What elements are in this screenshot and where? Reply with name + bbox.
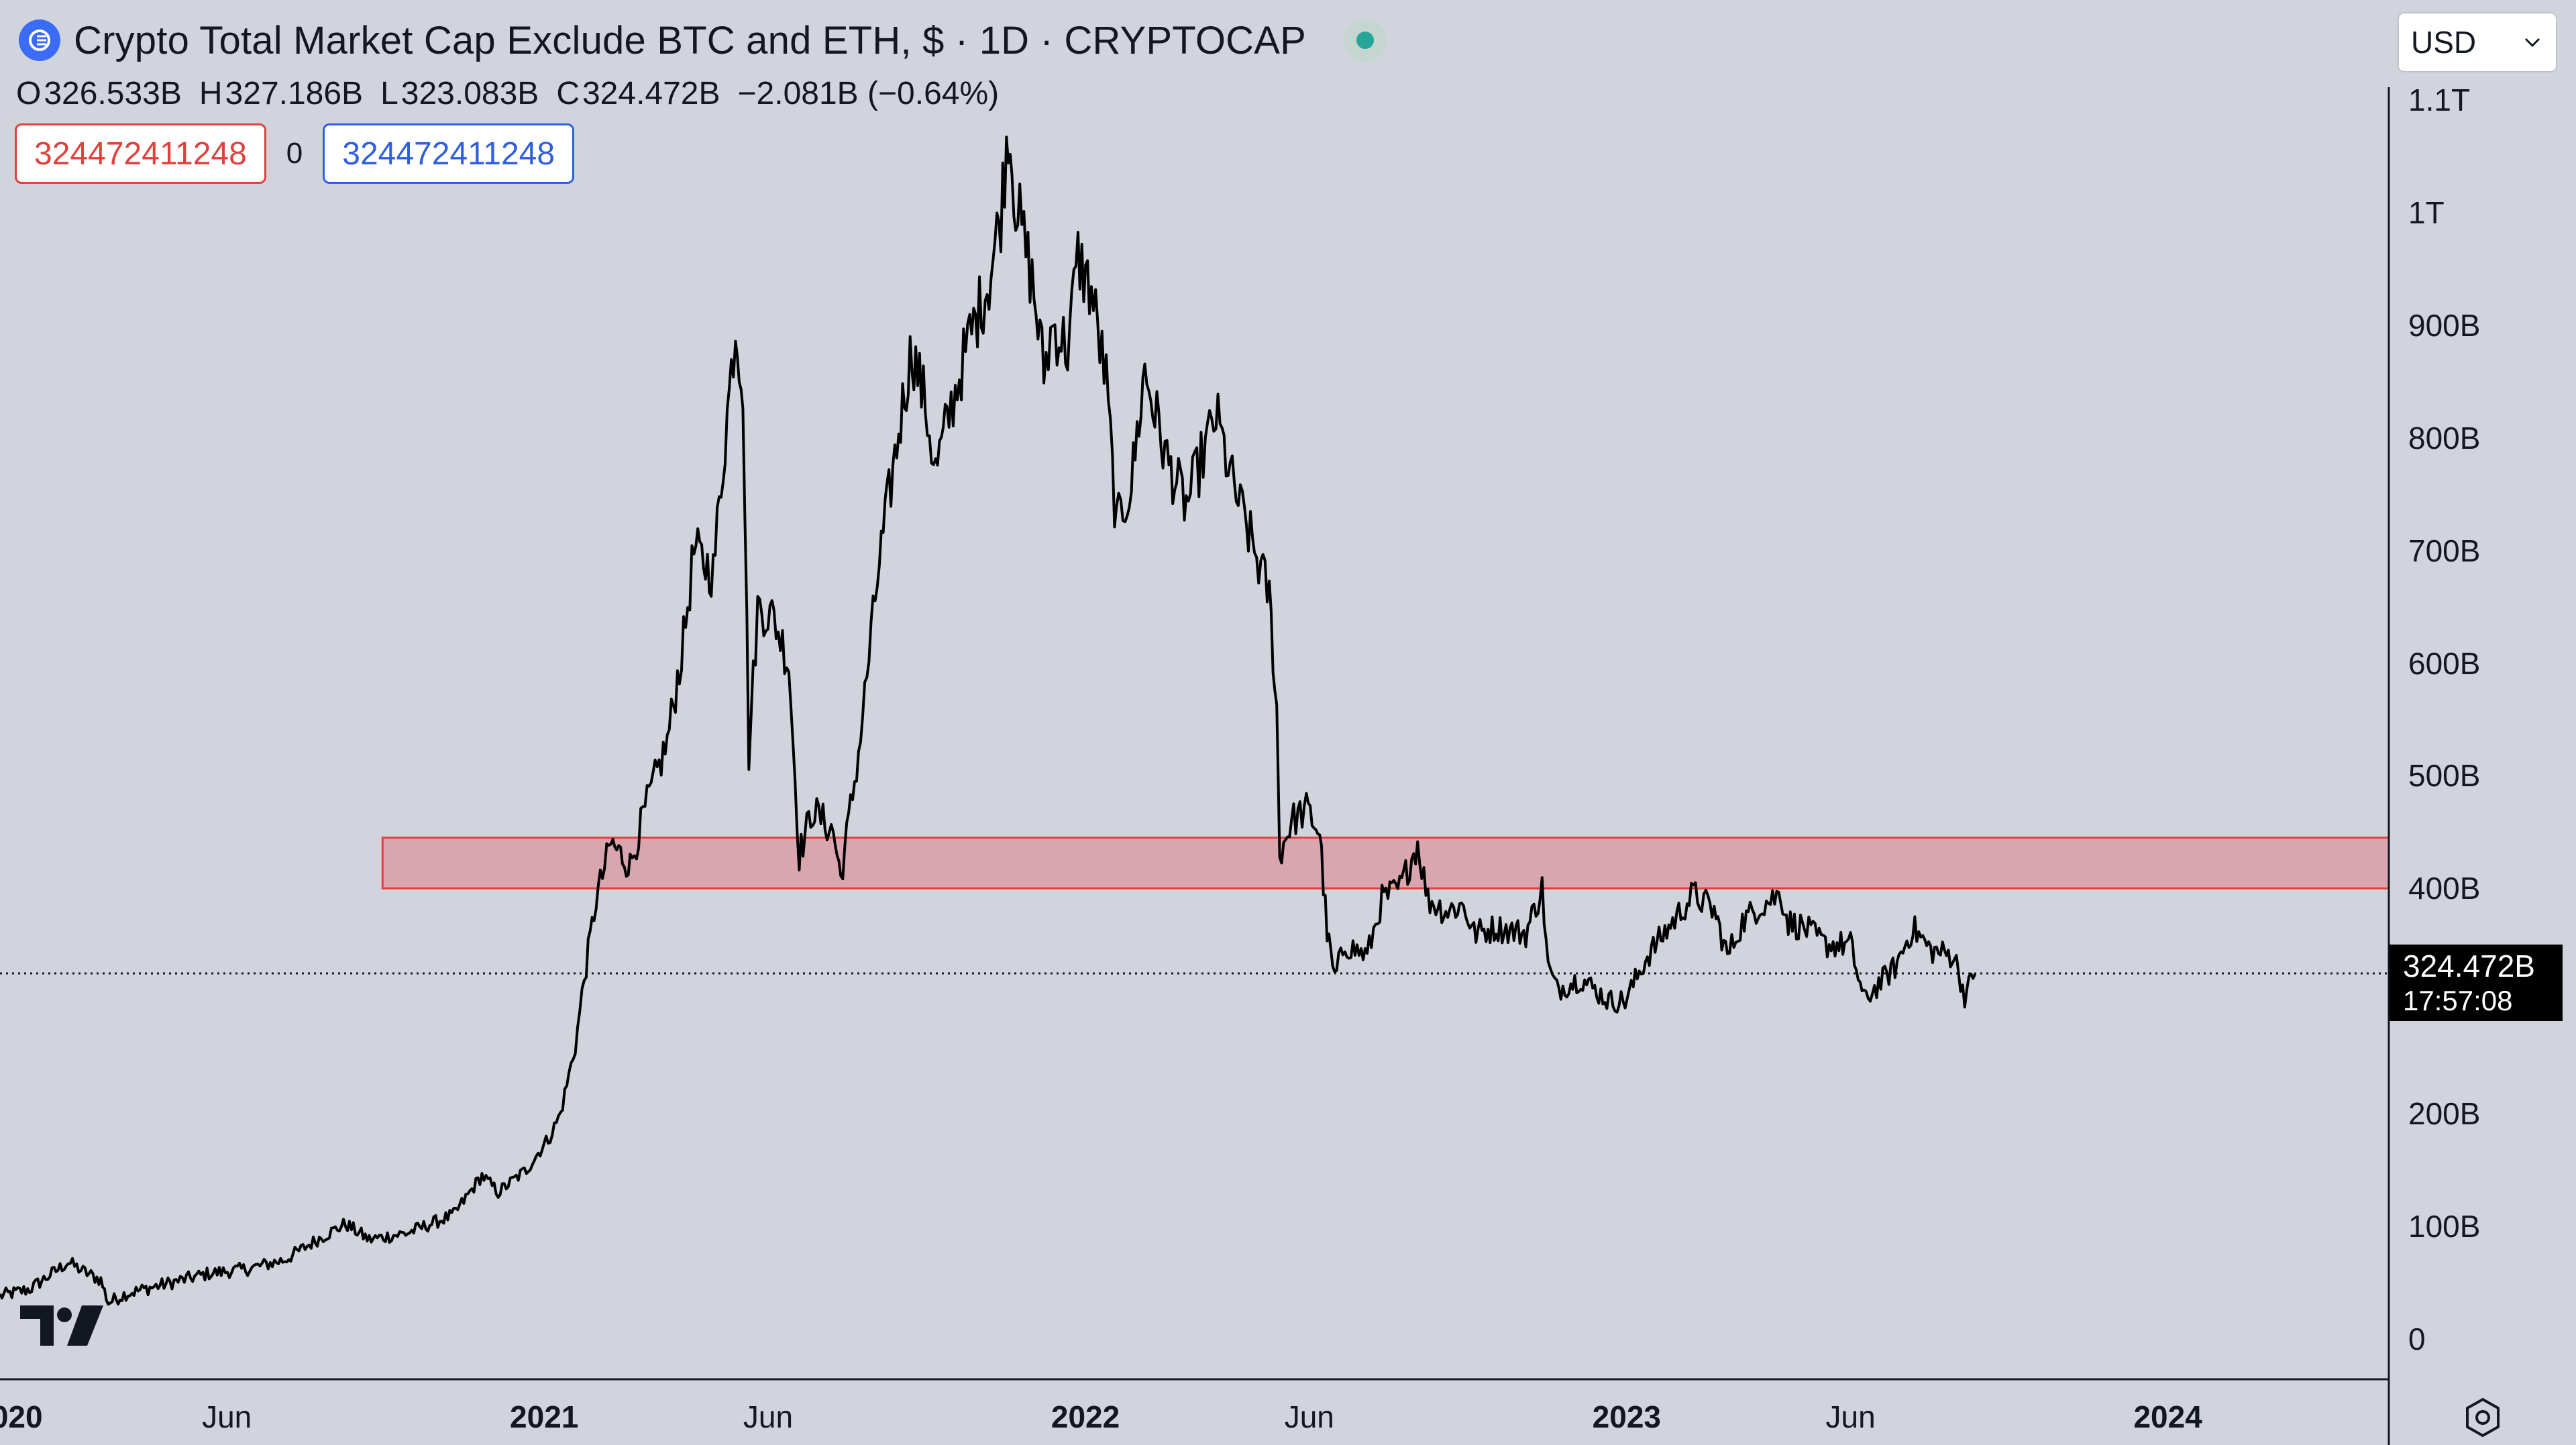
- bar-countdown: 17:57:08: [2403, 985, 2513, 1016]
- market-status-icon[interactable]: [1344, 19, 1387, 62]
- time-axis-label: 2022: [1051, 1399, 1120, 1434]
- open-value: 326.533B: [44, 75, 182, 111]
- high-label: H: [199, 75, 223, 111]
- time-axis-label: 2024: [2133, 1399, 2202, 1434]
- last-price-tag: 324.472B 17:57:08: [2390, 945, 2563, 1021]
- currency-value: USD: [2411, 25, 2477, 60]
- chevron-down-icon: [2524, 38, 2540, 48]
- time-axis-label: 2021: [510, 1399, 579, 1434]
- buy-price-box[interactable]: 324472411248: [323, 123, 575, 184]
- ohlc-legend: O 326.533B H 327.186B L 323.083B C 324.472B …: [16, 70, 1016, 117]
- close-label: C: [556, 75, 580, 111]
- price-axis-label: 0: [2408, 1321, 2426, 1356]
- price-axis-label: 600B: [2408, 645, 2481, 681]
- time-axis-label: 2020: [0, 1399, 43, 1434]
- market-open-dot: [1356, 32, 1375, 49]
- resistance-zone[interactable]: [381, 837, 2390, 890]
- settings-gear-icon[interactable]: [2461, 1395, 2505, 1440]
- price-axis-label: 900B: [2408, 308, 2481, 343]
- time-axis-label: Jun: [743, 1399, 794, 1434]
- price-axis-label: 800B: [2408, 420, 2481, 456]
- sell-price-box[interactable]: 324472411248: [15, 123, 266, 184]
- price-axis-label: 1.1T: [2408, 83, 2471, 118]
- price-axis-label: 100B: [2408, 1208, 2481, 1244]
- low-label: L: [380, 75, 398, 111]
- price-axis-label: 400B: [2408, 871, 2481, 906]
- time-axis-label: Jun: [1825, 1399, 1876, 1434]
- high-value: 327.186B: [225, 75, 364, 111]
- indicator-values-row: 324472411248 0 324472411248: [15, 123, 575, 184]
- close-value: 324.472B: [582, 75, 720, 111]
- low-value: 323.083B: [400, 75, 539, 111]
- tradingview-logo-icon[interactable]: [20, 1305, 105, 1348]
- price-axis-label: 700B: [2408, 533, 2481, 568]
- change-value: −2.081B (−0.64%): [737, 75, 1000, 111]
- time-axis-label: 2023: [1592, 1399, 1661, 1434]
- price-axis-label: 500B: [2408, 758, 2481, 794]
- last-price-value: 324.472B: [2403, 949, 2535, 983]
- market-cap-series-line[interactable]: [0, 136, 1977, 1306]
- crypto-logo-icon: [19, 19, 60, 61]
- chart-title: Crypto Total Market Cap Exclude BTC and …: [74, 18, 1307, 62]
- open-label: O: [16, 75, 42, 111]
- currency-select[interactable]: USD: [2398, 12, 2557, 72]
- time-axis-label: Jun: [202, 1399, 252, 1434]
- spread-value: 0: [286, 137, 303, 170]
- time-axis-label: Jun: [1284, 1399, 1334, 1434]
- price-axis-label: 1T: [2408, 195, 2445, 231]
- price-axis-label: 200B: [2408, 1095, 2481, 1131]
